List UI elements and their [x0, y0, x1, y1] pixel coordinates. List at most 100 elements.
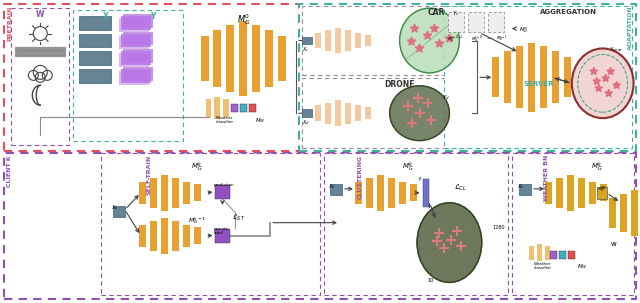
Text: $Y_d$: $Y_d$ — [442, 93, 451, 102]
Bar — [589, 182, 596, 204]
Polygon shape — [435, 39, 444, 47]
Text: W: W — [36, 10, 44, 19]
Bar — [516, 46, 523, 108]
Text: $M_G^{k-1}$: $M_G^{k-1}$ — [188, 215, 205, 225]
Text: classifier: classifier — [534, 266, 552, 271]
Text: $M_G^c$: $M_G^c$ — [519, 25, 529, 35]
Bar — [123, 14, 153, 28]
Bar — [172, 221, 179, 251]
Text: WEATHER BN: WEATHER BN — [545, 155, 550, 201]
Bar — [119, 53, 148, 67]
Polygon shape — [593, 77, 600, 85]
Text: w: w — [611, 241, 616, 247]
Bar — [388, 178, 395, 208]
Text: prediction: prediction — [214, 183, 234, 187]
Text: DRONE: DRONE — [385, 80, 415, 89]
Bar — [114, 207, 124, 216]
Bar — [512, 153, 634, 295]
Bar — [193, 227, 200, 244]
Text: f: f — [419, 177, 420, 182]
Bar — [150, 178, 157, 208]
Bar — [172, 178, 179, 208]
Bar — [345, 30, 351, 51]
Bar — [410, 184, 417, 201]
Text: label: label — [214, 231, 223, 235]
Text: $M_G^{c-Q}$: $M_G^{c-Q}$ — [471, 34, 484, 45]
Polygon shape — [407, 37, 416, 45]
Bar — [559, 251, 566, 258]
Bar — [250, 104, 256, 112]
Bar — [399, 182, 406, 204]
Text: $X_d$: $X_d$ — [302, 118, 310, 127]
Text: $M_G^0$: $M_G^0$ — [237, 12, 250, 27]
Text: $M_G^{c-1}$: $M_G^{c-1}$ — [496, 34, 508, 44]
Polygon shape — [602, 74, 609, 82]
Bar — [123, 67, 153, 81]
Text: $M_W$: $M_W$ — [577, 262, 588, 271]
Text: $M_W$: $M_W$ — [255, 116, 266, 125]
Text: $M_G^k$: $M_G^k$ — [191, 161, 202, 174]
Bar — [488, 12, 504, 32]
Bar — [73, 10, 182, 141]
Bar — [113, 206, 125, 217]
Bar — [101, 153, 320, 295]
Bar — [302, 37, 312, 45]
Bar — [139, 182, 146, 204]
Text: $\mathcal{L}_{ST}$: $\mathcal{L}_{ST}$ — [232, 213, 246, 223]
Text: classifier: classifier — [216, 120, 234, 124]
Bar — [232, 104, 238, 112]
Text: $Y_c$: $Y_c$ — [452, 9, 460, 18]
Bar — [620, 194, 627, 231]
Bar — [556, 178, 563, 208]
Bar — [545, 182, 552, 204]
Text: Y: Y — [150, 12, 156, 21]
Text: CLIENT K: CLIENT K — [8, 155, 12, 187]
Text: CAR: CAR — [428, 8, 445, 17]
Bar — [596, 187, 607, 199]
Text: X: X — [103, 12, 109, 21]
Polygon shape — [595, 84, 602, 92]
Bar — [529, 245, 534, 259]
Bar — [302, 78, 471, 148]
Bar — [200, 36, 209, 81]
Bar — [80, 70, 110, 82]
Text: $M_G^{c-Q-1}$: $M_G^{c-Q-1}$ — [447, 34, 465, 45]
Ellipse shape — [572, 48, 634, 118]
Text: Weather: Weather — [216, 116, 233, 120]
Ellipse shape — [390, 86, 449, 141]
Bar — [302, 6, 471, 75]
Bar — [216, 229, 230, 243]
Bar — [150, 221, 157, 251]
Bar — [355, 105, 361, 121]
Bar — [552, 52, 559, 103]
Bar — [578, 178, 585, 208]
Bar — [366, 178, 372, 208]
Bar — [365, 107, 371, 119]
Bar — [568, 251, 575, 258]
Polygon shape — [590, 67, 598, 75]
Bar — [422, 179, 429, 207]
Text: 1280: 1280 — [492, 225, 505, 230]
Polygon shape — [613, 81, 620, 88]
Bar — [4, 4, 299, 151]
Polygon shape — [415, 44, 424, 52]
Text: PRETRAIN: PRETRAIN — [8, 6, 12, 41]
Bar — [520, 185, 530, 194]
Bar — [331, 185, 341, 194]
Bar — [492, 58, 499, 97]
Bar — [609, 198, 616, 228]
Text: $M_G^k$: $M_G^k$ — [591, 161, 602, 174]
Bar — [325, 103, 331, 124]
Text: ADAPTATION: ADAPTATION — [628, 6, 632, 50]
Bar — [121, 52, 151, 65]
Bar — [80, 52, 110, 65]
Polygon shape — [430, 24, 439, 32]
Bar — [540, 46, 547, 108]
Bar — [119, 35, 148, 49]
Bar — [4, 153, 636, 299]
Bar — [119, 18, 148, 32]
Bar — [324, 153, 508, 295]
Bar — [121, 52, 151, 65]
Bar — [182, 225, 189, 247]
Text: SELF-TRAIN: SELF-TRAIN — [147, 155, 151, 195]
